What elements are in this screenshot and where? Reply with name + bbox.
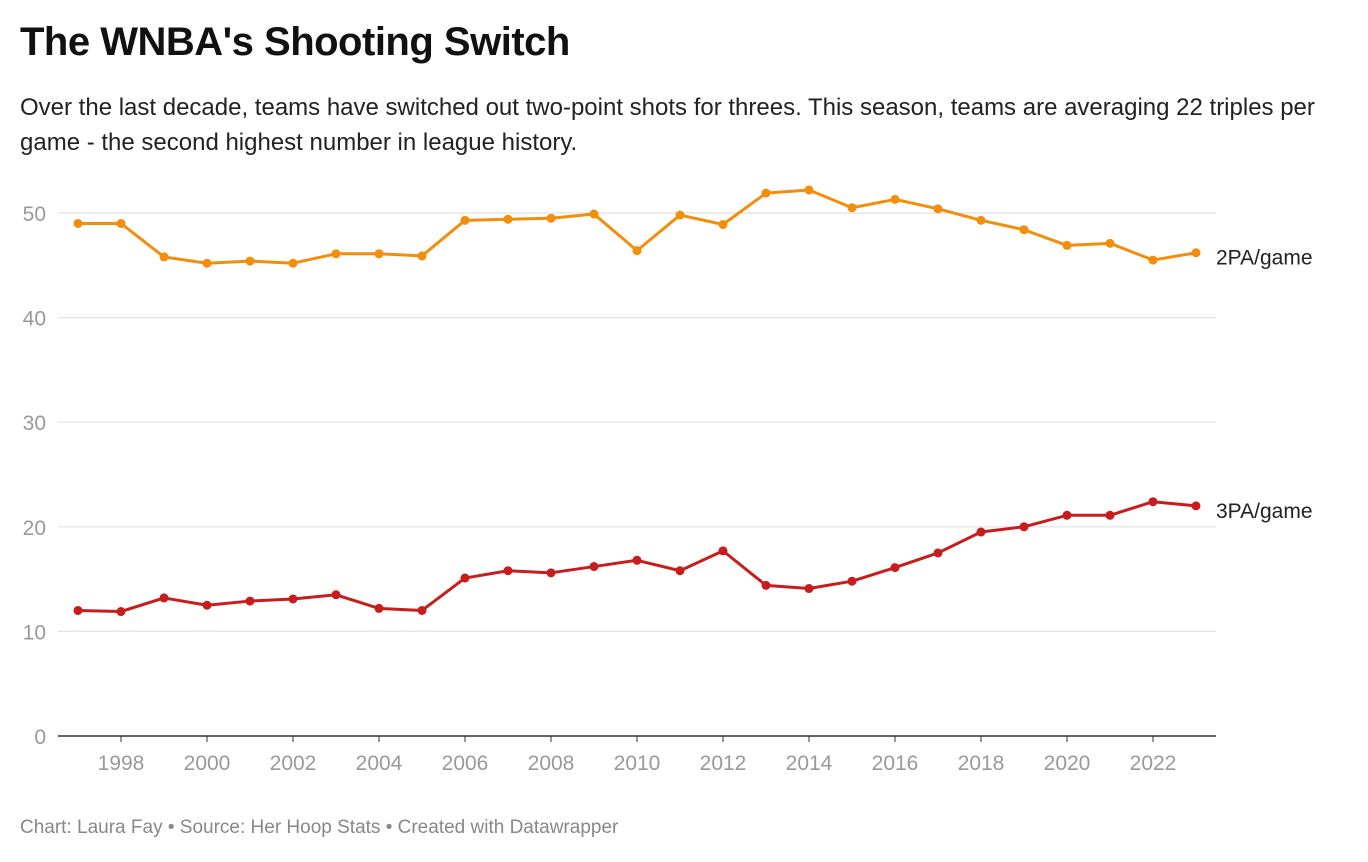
data-point bbox=[1148, 255, 1158, 265]
data-point bbox=[73, 605, 83, 615]
data-point bbox=[331, 590, 341, 600]
x-tick-label: 2004 bbox=[356, 752, 403, 775]
data-point bbox=[1105, 510, 1115, 520]
data-point bbox=[632, 555, 642, 565]
data-point bbox=[1019, 225, 1029, 235]
x-tick-label: 2022 bbox=[1130, 752, 1177, 775]
data-point bbox=[460, 215, 470, 225]
data-point bbox=[847, 203, 857, 213]
data-point bbox=[1019, 522, 1029, 532]
data-point bbox=[933, 204, 943, 214]
x-tick-label: 2000 bbox=[184, 752, 231, 775]
data-point bbox=[374, 603, 384, 613]
data-point bbox=[1191, 501, 1201, 511]
data-point bbox=[1191, 248, 1201, 258]
data-point bbox=[288, 258, 298, 268]
data-point bbox=[1062, 240, 1072, 250]
x-tick-label: 2010 bbox=[614, 752, 661, 775]
data-point bbox=[718, 546, 728, 556]
data-point bbox=[804, 185, 814, 195]
y-tick-label: 50 bbox=[23, 203, 46, 226]
data-point bbox=[202, 258, 212, 268]
data-point bbox=[675, 210, 685, 220]
x-tick-label: 2020 bbox=[1044, 752, 1091, 775]
y-tick-label: 20 bbox=[23, 517, 46, 540]
y-tick-label: 30 bbox=[23, 412, 46, 435]
data-point bbox=[331, 249, 341, 259]
data-point bbox=[675, 566, 685, 576]
data-point bbox=[976, 215, 986, 225]
data-point bbox=[1148, 497, 1158, 507]
chart-title: The WNBA's Shooting Switch bbox=[20, 20, 570, 64]
data-point bbox=[546, 568, 556, 578]
data-point bbox=[1105, 238, 1115, 248]
data-point bbox=[159, 252, 169, 262]
data-point bbox=[890, 563, 900, 573]
data-point bbox=[933, 548, 943, 558]
chart-footer: Chart: Laura Fay • Source: Her Hoop Stat… bbox=[20, 817, 619, 838]
data-point bbox=[546, 213, 556, 223]
x-tick-label: 2006 bbox=[442, 752, 489, 775]
x-tick-label: 1998 bbox=[98, 752, 145, 775]
x-tick-label: 2014 bbox=[786, 752, 833, 775]
data-point bbox=[245, 256, 255, 266]
x-tick-label: 2008 bbox=[528, 752, 575, 775]
data-point bbox=[417, 251, 427, 261]
data-point bbox=[460, 573, 470, 583]
chart-subtitle: Over the last decade, teams have switche… bbox=[20, 94, 1315, 156]
data-point bbox=[976, 527, 986, 537]
x-tick-label: 2012 bbox=[700, 752, 747, 775]
data-point bbox=[159, 593, 169, 603]
data-point bbox=[503, 214, 513, 224]
y-tick-label: 0 bbox=[34, 726, 46, 749]
data-point bbox=[761, 580, 771, 590]
x-tick-label: 2016 bbox=[872, 752, 919, 775]
data-point bbox=[589, 209, 599, 219]
data-point bbox=[718, 220, 728, 230]
data-point bbox=[374, 249, 384, 259]
data-point bbox=[1062, 510, 1072, 520]
x-tick-label: 2018 bbox=[958, 752, 1005, 775]
data-point bbox=[245, 596, 255, 606]
series-label: 3PA/game bbox=[1216, 500, 1313, 523]
series-label: 2PA/game bbox=[1216, 247, 1313, 270]
data-point bbox=[116, 218, 126, 228]
y-tick-label: 10 bbox=[23, 621, 46, 644]
data-point bbox=[761, 188, 771, 198]
data-point bbox=[73, 218, 83, 228]
data-point bbox=[890, 194, 900, 204]
data-point bbox=[202, 600, 212, 610]
data-point bbox=[288, 594, 298, 604]
x-tick-label: 2002 bbox=[270, 752, 317, 775]
data-point bbox=[116, 607, 126, 617]
data-point bbox=[804, 584, 814, 594]
y-tick-label: 40 bbox=[23, 308, 46, 331]
data-point bbox=[589, 562, 599, 572]
data-point bbox=[503, 566, 513, 576]
data-point bbox=[632, 246, 642, 256]
data-point bbox=[847, 576, 857, 586]
data-point bbox=[417, 605, 427, 615]
